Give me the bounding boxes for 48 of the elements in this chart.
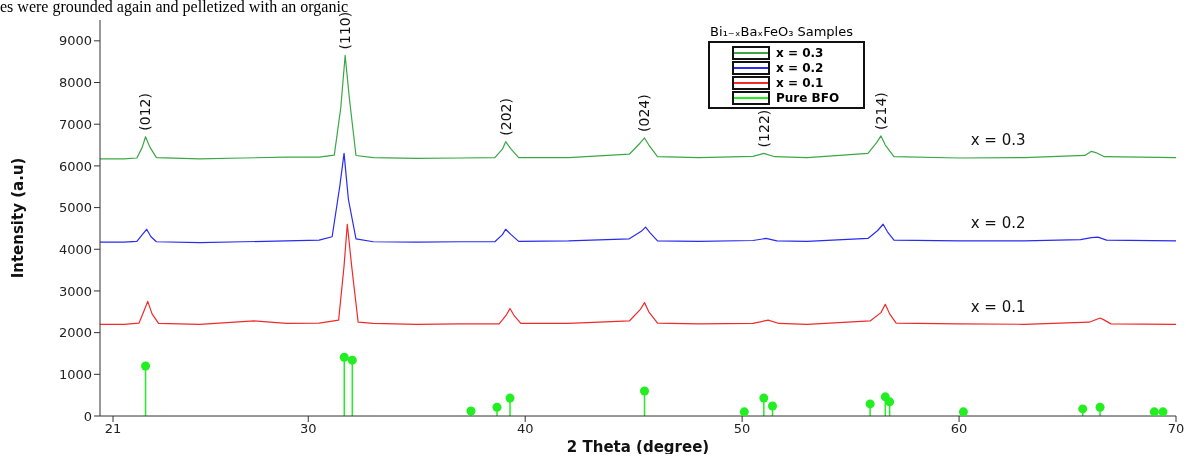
y-tick-label: 2000 (58, 325, 92, 341)
legend-label: Pure BFO (776, 90, 840, 105)
point (466, 406, 476, 416)
y-tick-label: 3000 (58, 283, 92, 299)
annotation: (024) (636, 94, 653, 132)
x-tick-label: 21 (104, 421, 122, 437)
point (885, 397, 895, 407)
annotation: x = 0.1 (970, 297, 1026, 316)
point (505, 393, 515, 403)
legend-label: x = 0.1 (776, 75, 824, 90)
annotation: (214) (872, 92, 889, 130)
x-tick-label: 30 (299, 421, 317, 437)
point (767, 401, 778, 411)
x-tick-label: 60 (950, 421, 968, 437)
annotation: (122) (755, 109, 772, 148)
y-axis-title: Intensity (a.u) (9, 157, 28, 279)
y-tick-label: 5000 (58, 200, 92, 216)
point (739, 407, 749, 416)
annotation: (012) (137, 93, 154, 131)
y-tick-label: 1000 (58, 366, 92, 382)
y-tick-label: 6000 (58, 158, 92, 174)
legend-title: Bi₁₋ₓBaₓFeO₃ Samples (709, 24, 854, 39)
y-tick-label: 8000 (58, 75, 92, 91)
annotation: x = 0.2 (970, 214, 1026, 233)
y-tick-label: 7000 (58, 116, 92, 132)
line-series (100, 152, 1176, 244)
legend-label: x = 0.2 (776, 60, 824, 75)
x-tick-label: 40 (516, 421, 534, 437)
point (1158, 407, 1168, 416)
annotation: x = 0.3 (970, 130, 1026, 149)
y-tick-label: 4000 (58, 241, 92, 257)
point (759, 393, 769, 403)
annotation: (202) (497, 98, 514, 136)
y-tick-label: 9000 (58, 33, 92, 49)
point (1078, 404, 1088, 414)
point (865, 399, 875, 409)
point (639, 386, 650, 396)
point (958, 407, 968, 416)
point (339, 352, 349, 362)
y-tick-label: 0 (83, 408, 92, 424)
point (1149, 407, 1159, 416)
legend-label: x = 0.3 (776, 45, 824, 60)
point (347, 355, 357, 365)
x-tick-label: 70 (1167, 421, 1185, 437)
point (492, 402, 502, 412)
point (141, 361, 151, 371)
x-tick-label: 50 (733, 421, 751, 437)
point (1095, 402, 1105, 412)
